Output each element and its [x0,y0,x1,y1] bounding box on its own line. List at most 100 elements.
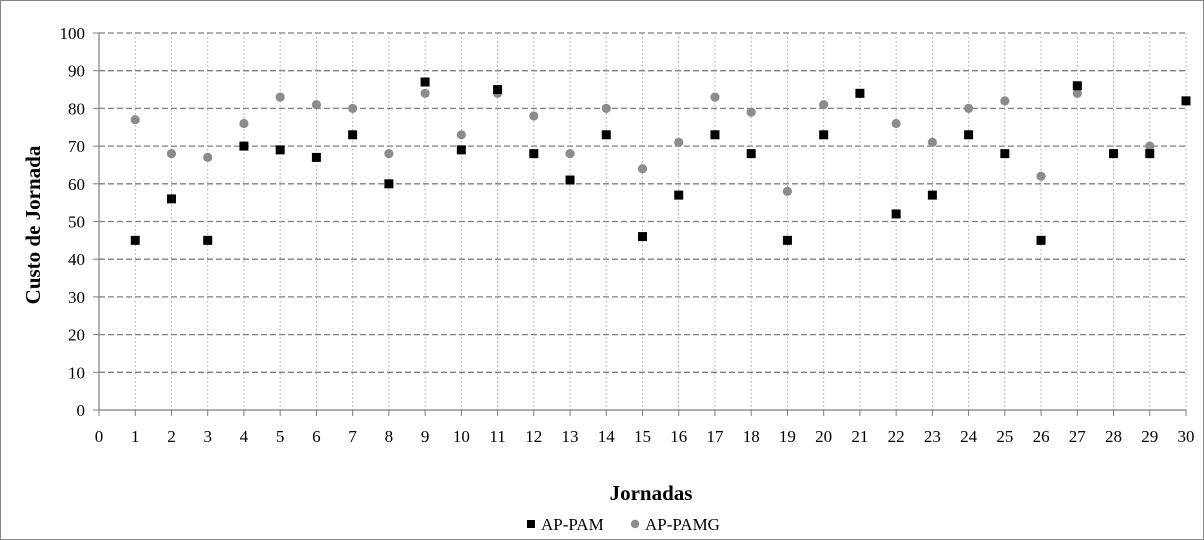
point-ap-pamg [1036,171,1046,181]
x-tick-label: 14 [598,427,616,446]
point-ap-pamg [1000,96,1010,106]
point-ap-pamg [565,149,575,159]
point-ap-pam [855,88,865,98]
point-ap-pam [203,235,213,245]
point-ap-pamg [819,100,829,110]
y-tick-label: 80 [68,99,85,118]
x-tick-label: 12 [525,427,542,446]
point-ap-pamg [348,103,358,113]
y-axis-title: Custo de Jornada [21,145,45,304]
point-ap-pam [275,145,285,155]
point-ap-pamg [1072,88,1082,98]
point-ap-pam [1072,81,1082,91]
point-ap-pamg [420,88,430,98]
x-tick-label: 15 [634,427,651,446]
point-ap-pamg [782,186,793,196]
point-ap-pamg [601,103,611,113]
x-tick-label: 2 [167,427,176,446]
point-ap-pamg [203,152,213,163]
x-tick-label: 6 [312,427,321,446]
point-ap-pam [420,77,430,87]
point-ap-pamg [311,100,321,110]
point-ap-pamg [637,164,648,174]
x-tick-label: 5 [276,427,285,446]
point-ap-pam [493,85,503,95]
point-ap-pam [891,209,901,219]
point-ap-pam [819,130,829,140]
x-tick-label: 25 [996,427,1013,446]
x-tick-label: 21 [851,427,868,446]
point-ap-pam [1109,149,1119,159]
point-ap-pam [964,130,974,140]
point-ap-pamg [964,103,974,113]
y-tick-label: 100 [60,24,86,43]
x-tick-label: 24 [960,427,978,446]
point-ap-pamg [710,92,720,102]
gridlines [99,32,1187,410]
y-tick-label: 20 [68,326,85,345]
point-ap-pam [239,141,249,151]
point-ap-pam [601,130,611,140]
x-tick-label: 28 [1105,427,1122,446]
point-ap-pam [130,235,140,245]
point-ap-pamg [384,149,394,159]
x-tick-label: 7 [348,427,357,446]
point-ap-pam [529,149,539,159]
x-tick-label: 30 [1178,427,1195,446]
point-ap-pam [1000,149,1010,159]
legend: AP-PAM AP-PAMG [527,515,720,534]
point-ap-pam [710,130,720,140]
axes [93,32,1187,416]
point-ap-pam [348,130,358,140]
y-tick-label: 60 [68,175,85,194]
x-tick-label: 3 [203,427,212,446]
x-tick-label: 20 [815,427,832,446]
point-ap-pam [166,194,176,204]
legend-item-ap-pamg: AP-PAMG [630,515,720,534]
x-tick-label: 29 [1141,427,1158,446]
x-tick-label: 13 [562,427,579,446]
point-ap-pamg [674,137,684,147]
x-tick-label: 10 [453,427,470,446]
x-tick-label: 22 [888,427,905,446]
x-tick-label: 18 [743,427,760,446]
point-ap-pam [311,152,321,162]
legend-marker-circle [630,519,640,529]
legend-marker-square [527,520,535,528]
x-tick-label: 27 [1069,427,1087,446]
point-ap-pamg [746,107,756,117]
point-ap-pamg [1145,141,1155,151]
x-tick-label: 0 [95,427,104,446]
point-ap-pamg [166,149,177,159]
point-ap-pamg [456,130,466,140]
y-tick-label: 40 [68,250,85,269]
point-ap-pam [782,235,792,245]
y-tick-label: 30 [68,288,85,307]
point-ap-pam [565,175,575,185]
point-ap-pam [456,145,466,155]
point-ap-pamg [275,92,285,102]
x-axis-title: Jornadas [610,481,693,505]
point-ap-pam [1145,149,1155,159]
legend-label: AP-PAM [541,515,604,534]
point-ap-pam [746,149,756,159]
x-tick-label: 1 [131,427,140,446]
x-tick-label: 23 [924,427,941,446]
legend-item-ap-pam: AP-PAM [527,515,604,534]
y-tick-label: 0 [77,401,86,420]
point-ap-pam [927,190,937,200]
point-ap-pam [674,190,684,200]
y-tick-label: 70 [68,137,85,156]
x-tick-label: 4 [240,427,249,446]
point-ap-pam [1181,96,1191,106]
x-tick-labels: 0 1 2 3 4 5 6 7 8 9 10 11 12 13 14 15 16 17 18 19 20 21 22 23 24… [95,427,1195,446]
point-ap-pamg [239,118,249,129]
x-tick-label: 16 [670,427,687,446]
data-points [130,77,1191,245]
point-ap-pamg [927,137,937,147]
y-tick-labels: 0 10 20 30 40 50 60 70 80 90 100 [60,24,86,420]
x-tick-label: 11 [489,427,505,446]
x-tick-label: 8 [385,427,394,446]
y-tick-label: 50 [68,213,85,232]
